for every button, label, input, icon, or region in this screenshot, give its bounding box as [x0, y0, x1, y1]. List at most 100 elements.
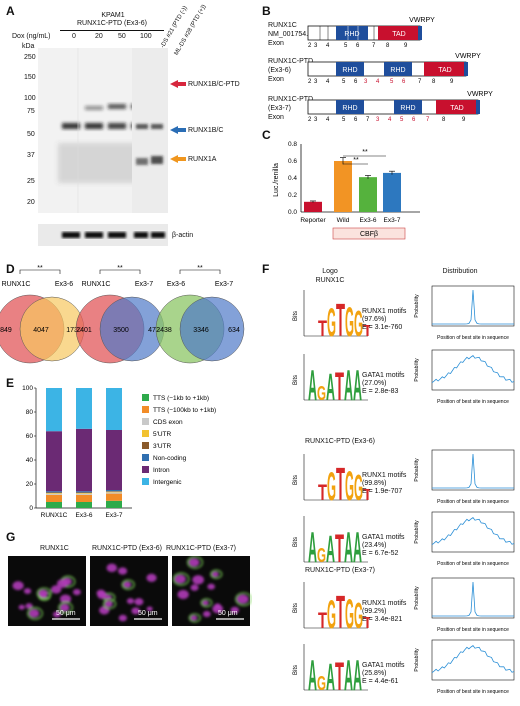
- f-dist-header: Distribution: [442, 268, 478, 275]
- dox-100: 100: [140, 33, 152, 40]
- dist-xlabel-5: Position of best site in sequence: [437, 689, 509, 695]
- e-legend-swatch-1: [142, 406, 149, 413]
- b2-ex-3: 5: [342, 79, 346, 85]
- b3-rhd-1: RHD: [342, 105, 357, 112]
- dist-xlabel-2: Position of best site in sequence: [437, 499, 509, 505]
- panel-a-letter: A: [6, 4, 15, 18]
- f-group-3: RUNX1C-PTD (Ex3-7): [304, 567, 375, 574]
- motif-pct-4: (99.2%): [362, 608, 387, 615]
- venn-ab-2: 3346: [193, 327, 209, 334]
- e-seg-0-0: [46, 502, 62, 508]
- b2-ex-9: 7: [418, 79, 422, 85]
- dist-xlabel-4: Position of best site in sequence: [437, 627, 509, 633]
- b2-ex-4: 6: [354, 79, 358, 85]
- b-name-1: RUNX1C: [268, 22, 297, 29]
- g-scale-2: 50 μm: [138, 610, 158, 617]
- f-logo-header: Logo: [322, 268, 338, 275]
- motif-logo-0: Bits T G T G G T: [293, 290, 370, 342]
- e-seg-0-7: [46, 388, 62, 432]
- b1-ex-5: 7: [372, 43, 376, 49]
- e-seg-0-5: [46, 491, 62, 493]
- c-ylabel: Luc./renilla: [273, 163, 280, 197]
- dist-prob-0: Probability: [414, 294, 420, 318]
- motif-distribution-4: Probability Position of best site in sequ…: [414, 577, 515, 633]
- marker-150: 150: [24, 74, 36, 81]
- b3-ex-6: 3: [376, 117, 380, 123]
- e-ytick-1: 20: [26, 481, 34, 488]
- dist-line-1: [431, 355, 515, 384]
- motif-letter-3-4: A: [344, 523, 353, 568]
- b2-ex-7: 5: [390, 79, 394, 85]
- motif-name-4: RUNX1 motifs: [362, 600, 407, 607]
- g-panel-0: [8, 556, 86, 626]
- e-seg-0-1: [46, 494, 62, 502]
- dist-prob-3: Probability: [414, 520, 420, 544]
- b1-ex-7: 9: [404, 43, 408, 49]
- motif-letter-2-0: T: [318, 480, 327, 505]
- construct-diagram-3: RHD RHD TAD VWRPY 2 3 4 5 6 7 3 4 5 6 7 …: [307, 91, 493, 123]
- venn-b-1: 473: [148, 327, 160, 334]
- motif-letter-4-0: T: [318, 608, 327, 633]
- cell-line-label: KPAM1: [101, 12, 125, 19]
- venn-left-0: RUNX1C: [2, 281, 31, 288]
- dist-line-5: [431, 645, 515, 674]
- b3-ex-0: 2: [308, 117, 312, 123]
- genomic-annotation-chart: 0 20 40 60 80 100 RUNX1C Ex3-6 Ex3-7 TTS (−1kb to…: [22, 385, 216, 519]
- b2-ex-6: 4: [376, 79, 380, 85]
- e-legend-label-6: Intron: [153, 467, 170, 474]
- b3-ex-3: 5: [342, 117, 346, 123]
- e-seg-1-0: [76, 502, 92, 508]
- e-legend-label-0: TTS (−1kb to +1kb): [153, 395, 209, 402]
- marker-37: 37: [27, 152, 35, 159]
- b3-ex-7: 4: [388, 117, 392, 123]
- marker-75: 75: [27, 108, 35, 115]
- motif-letter-1-1: G: [317, 383, 326, 405]
- b1-ex-4: 6: [356, 43, 360, 49]
- construct-label: RUNX1C-PTD (Ex3-6): [76, 20, 147, 27]
- e-legend-label-3: 5′UTR: [153, 431, 171, 438]
- e-legend-swatch-6: [142, 466, 149, 473]
- e-legend-swatch-3: [142, 430, 149, 437]
- venn-right-2: Ex3-7: [215, 281, 233, 288]
- motif-logo-2: Bits T G T G G T: [293, 454, 370, 506]
- b1-vwrpy: VWRPY: [409, 17, 435, 24]
- b2-ex-2: 4: [326, 79, 330, 85]
- motif-letter-5-5: A: [353, 651, 362, 696]
- motif-name-5: GATA1 motifs: [362, 662, 405, 669]
- motif-pct-3: (23.4%): [362, 542, 387, 549]
- b1-ex-1: 3: [314, 43, 318, 49]
- motif-letter-3-5: A: [353, 523, 362, 568]
- venn-bracket-2: [179, 269, 221, 274]
- motif-logo-4: Bits T G T G G T: [293, 582, 370, 634]
- venn-a-1: 2401: [76, 327, 92, 334]
- motif-letter-2-1: G: [327, 465, 336, 506]
- motif-distribution-0: Probability Position of best site in sequ…: [414, 285, 515, 341]
- g-label-3: RUNX1C-PTD (Ex3-7): [166, 545, 237, 552]
- b3-ex-12: 9: [462, 117, 466, 123]
- panel-c-letter: C: [262, 128, 271, 142]
- panel-e-letter: E: [6, 376, 15, 390]
- c-bar-0: [304, 201, 322, 212]
- e-legend-swatch-0: [142, 394, 149, 401]
- e-seg-1-7: [76, 388, 92, 429]
- venn-a-0: 1849: [0, 327, 12, 334]
- c-ytick-0: 0.0: [288, 209, 297, 216]
- motif-evalue-0: E = 3.1e-760: [362, 324, 403, 331]
- e-ytick-5: 100: [22, 385, 33, 392]
- b2-ex-0: 2: [308, 79, 312, 85]
- dist-line-3: [431, 517, 515, 546]
- venn-ab-1: 3500: [113, 327, 129, 334]
- g-label-2: RUNX1C-PTD (Ex3-6): [92, 545, 163, 552]
- dist-prob-5: Probability: [414, 648, 420, 672]
- c-xtick-3: Ex3-7: [384, 217, 401, 224]
- e-ytick-3: 60: [26, 433, 34, 440]
- c-ytick-2: 0.4: [288, 175, 297, 182]
- motif-evalue-3: E = 6.7e-52: [362, 550, 399, 557]
- venn-diagrams: RUNX1C Ex3-6 ** 1849 4047 1730 RUNX1C Ex3-7 ** 24…: [0, 265, 245, 364]
- e-legend-swatch-4: [142, 442, 149, 449]
- b2-ex-8: 6: [402, 79, 406, 85]
- motif-evalue-2: E = 1.9e-707: [362, 488, 403, 495]
- band-label-runx1bc: RUNX1B/C: [188, 127, 224, 134]
- b3-rhd-2: RHD: [400, 105, 415, 112]
- actin-label: β-actin: [172, 232, 194, 239]
